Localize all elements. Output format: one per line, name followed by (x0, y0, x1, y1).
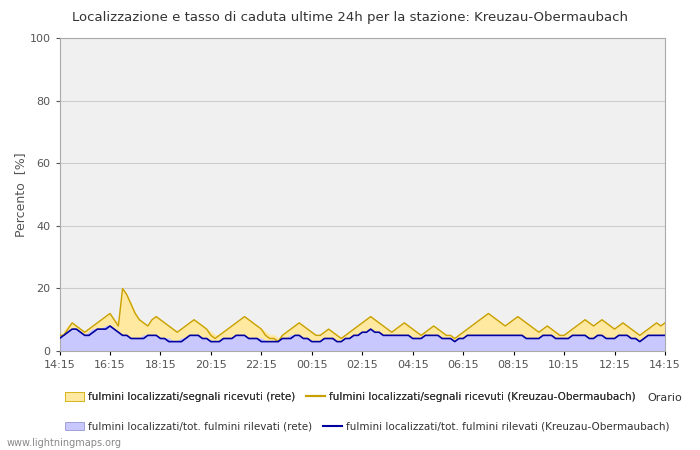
Text: Orario: Orario (648, 393, 682, 403)
Text: Localizzazione e tasso di caduta ultime 24h per la stazione: Kreuzau-Obermaubach: Localizzazione e tasso di caduta ultime … (72, 11, 628, 24)
Legend: fulmini localizzati/segnali ricevuti (rete), fulmini localizzati/segnali ricevut: fulmini localizzati/segnali ricevuti (re… (61, 388, 640, 406)
Y-axis label: Percento  [%]: Percento [%] (14, 152, 27, 237)
Legend: fulmini localizzati/tot. fulmini rilevati (rete), fulmini localizzati/tot. fulmi: fulmini localizzati/tot. fulmini rilevat… (61, 418, 673, 436)
Text: www.lightningmaps.org: www.lightningmaps.org (7, 438, 122, 448)
